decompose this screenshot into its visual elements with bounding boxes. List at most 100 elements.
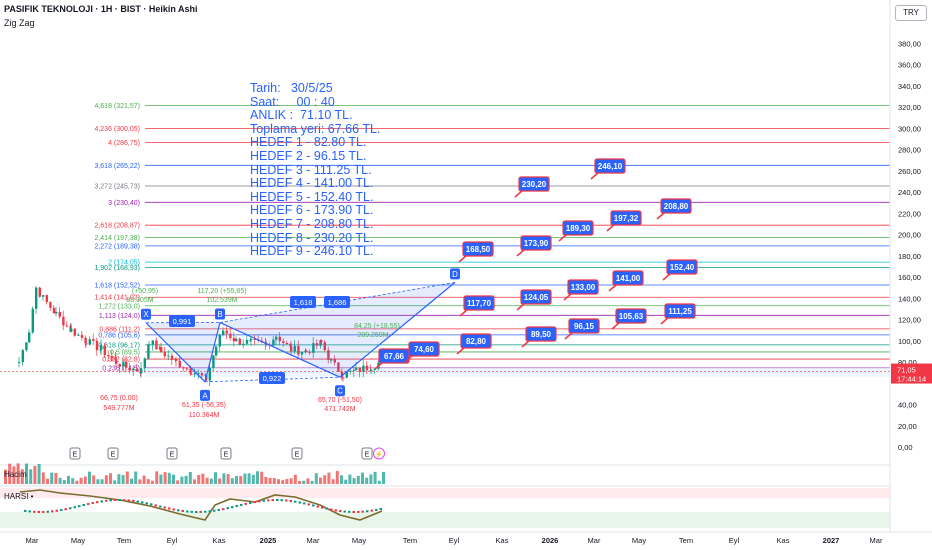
current-price-time: 17:44:14 [897, 375, 926, 384]
earnings-event-marker[interactable] [69, 447, 81, 460]
candle-body [58, 311, 61, 317]
candle-body [135, 368, 139, 372]
candle-body [345, 371, 348, 378]
pattern-point-d[interactable] [450, 268, 460, 280]
note-line: Toplama yeri: 67.66 TL. [250, 121, 381, 136]
target-badge[interactable] [520, 289, 552, 305]
volume-bar [16, 463, 20, 484]
earnings-event-marker[interactable] [291, 447, 303, 460]
candle-body [308, 351, 311, 353]
volume-bar [268, 477, 272, 484]
candle-body [245, 340, 249, 344]
target-badge[interactable] [612, 270, 644, 286]
harsi-candle [123, 499, 126, 502]
volume-bar [125, 471, 129, 484]
dividend-lightning-icon[interactable] [373, 447, 385, 460]
price-tick: 100,00 [898, 337, 921, 346]
volume-title[interactable]: Hacim [4, 470, 27, 479]
pattern-ratio: 0,991 [173, 317, 192, 326]
target-badge[interactable] [518, 176, 550, 192]
harsi-candle [136, 500, 139, 503]
pattern-ratio-box [324, 296, 350, 308]
harsi-candle [307, 503, 310, 506]
target-badge[interactable] [462, 241, 494, 257]
harsi-candle [249, 501, 252, 504]
target-badge[interactable] [520, 235, 552, 251]
candle-body [31, 308, 34, 333]
target-badge[interactable] [378, 348, 410, 364]
note-line: HEDEF 7 - 208.80 TL. [250, 216, 374, 231]
volume-bar [167, 472, 171, 484]
earnings-event-marker[interactable] [166, 447, 178, 460]
volume-bar [138, 479, 142, 484]
earnings-event-marker[interactable] [220, 447, 232, 460]
harsi-candle [69, 507, 72, 510]
harsi-candle [154, 504, 157, 507]
volume-bar [235, 476, 238, 484]
pattern-point-x[interactable] [141, 308, 151, 320]
volume-bar [88, 471, 91, 484]
harsi-candle [204, 510, 207, 513]
target-badge[interactable] [615, 308, 647, 324]
target-badge[interactable] [408, 341, 440, 357]
currency-button[interactable]: TRY [895, 5, 927, 21]
volume-bar [142, 475, 146, 484]
pattern-annotation: 66,75 (0.00) [100, 395, 138, 402]
harsi-candle [240, 503, 243, 506]
earnings-event-marker[interactable] [361, 447, 373, 460]
volume-bar [239, 476, 243, 484]
volume-bar [281, 480, 285, 484]
candle-body [208, 367, 211, 381]
target-badge[interactable] [594, 158, 626, 174]
target-value: 117,70 [467, 299, 492, 308]
harsi-title[interactable]: HARSI • [4, 492, 34, 501]
candle-body [235, 338, 238, 342]
target-badge[interactable] [660, 198, 692, 214]
earnings-event-marker[interactable] [107, 447, 119, 460]
symbol-title[interactable]: PASIFIK TEKNOLOJI · 1H · BIST · Heikin A… [4, 4, 198, 14]
harsi-candle [195, 510, 198, 513]
time-tick: 2025 [260, 536, 277, 545]
candle-body [182, 367, 185, 369]
harsi-candle [168, 507, 171, 510]
harsi-candle [262, 499, 265, 502]
harsi-candle [280, 499, 283, 502]
pattern-point-b[interactable] [215, 308, 225, 320]
pattern-leg [204, 322, 221, 382]
fib-label: 3,618 (265,22) [94, 163, 140, 170]
pattern-point-c[interactable] [335, 385, 345, 397]
harsi-candle [118, 499, 121, 502]
pattern-ratio-box [290, 296, 316, 308]
harsi-candle [312, 504, 315, 507]
candle-body [349, 370, 352, 372]
target-badge[interactable] [463, 295, 495, 311]
pattern-point-label: C [337, 387, 343, 396]
volume-bar [104, 475, 108, 484]
target-badge[interactable] [562, 220, 594, 236]
harsi-candle [217, 508, 220, 511]
target-badge[interactable] [525, 326, 557, 342]
volume-bar [310, 480, 314, 484]
harsi-candle [73, 506, 76, 509]
target-badge[interactable] [568, 318, 600, 334]
volume-bar [109, 473, 112, 484]
volume-bar [25, 463, 28, 484]
volume-bar [201, 473, 205, 484]
harsi-candle [190, 510, 193, 513]
pattern-point-a[interactable] [200, 389, 210, 401]
target-badge[interactable] [664, 303, 696, 319]
harsi-candle [91, 502, 94, 505]
time-tick: Mar [870, 536, 883, 545]
volume-pane: 39,46 M [0, 463, 932, 484]
volume-bar [117, 474, 121, 484]
note-line: Saat: 00 : 40 [250, 94, 335, 109]
target-value: 105,63 [619, 312, 644, 321]
indicator-label[interactable]: Zig Zag [4, 18, 35, 28]
current-price-value: 71,05 [897, 366, 916, 375]
target-badge[interactable] [610, 210, 642, 226]
target-badge[interactable] [666, 259, 698, 275]
harsi-candle [361, 510, 364, 513]
target-badge[interactable] [460, 333, 492, 349]
target-badge[interactable] [567, 279, 599, 295]
